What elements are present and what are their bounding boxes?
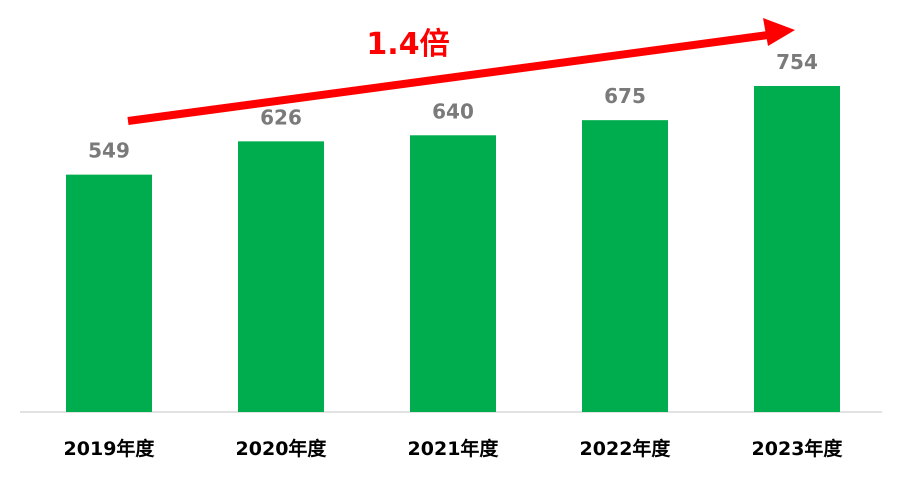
growth-arrow-head xyxy=(763,18,795,46)
value-label: 754 xyxy=(776,50,818,74)
bar-2021年度 xyxy=(410,135,496,412)
bar-2022年度 xyxy=(582,120,668,413)
bar-2023年度 xyxy=(754,86,840,412)
bar-2020年度 xyxy=(238,141,324,413)
category-label: 2022年度 xyxy=(580,437,672,460)
value-label: 675 xyxy=(604,84,646,108)
value-label: 549 xyxy=(88,139,130,163)
category-label: 2021年度 xyxy=(408,437,500,460)
value-label: 626 xyxy=(260,105,302,129)
growth-annotation: 1.4倍 xyxy=(366,27,449,62)
value-label: 640 xyxy=(432,99,474,123)
growth-arrow xyxy=(127,18,795,125)
category-label: 2023年度 xyxy=(752,437,844,460)
category-label: 2020年度 xyxy=(236,437,328,460)
bar-2019年度 xyxy=(66,174,152,412)
growth-arrow-shaft xyxy=(127,31,769,125)
category-label: 2019年度 xyxy=(64,437,156,460)
